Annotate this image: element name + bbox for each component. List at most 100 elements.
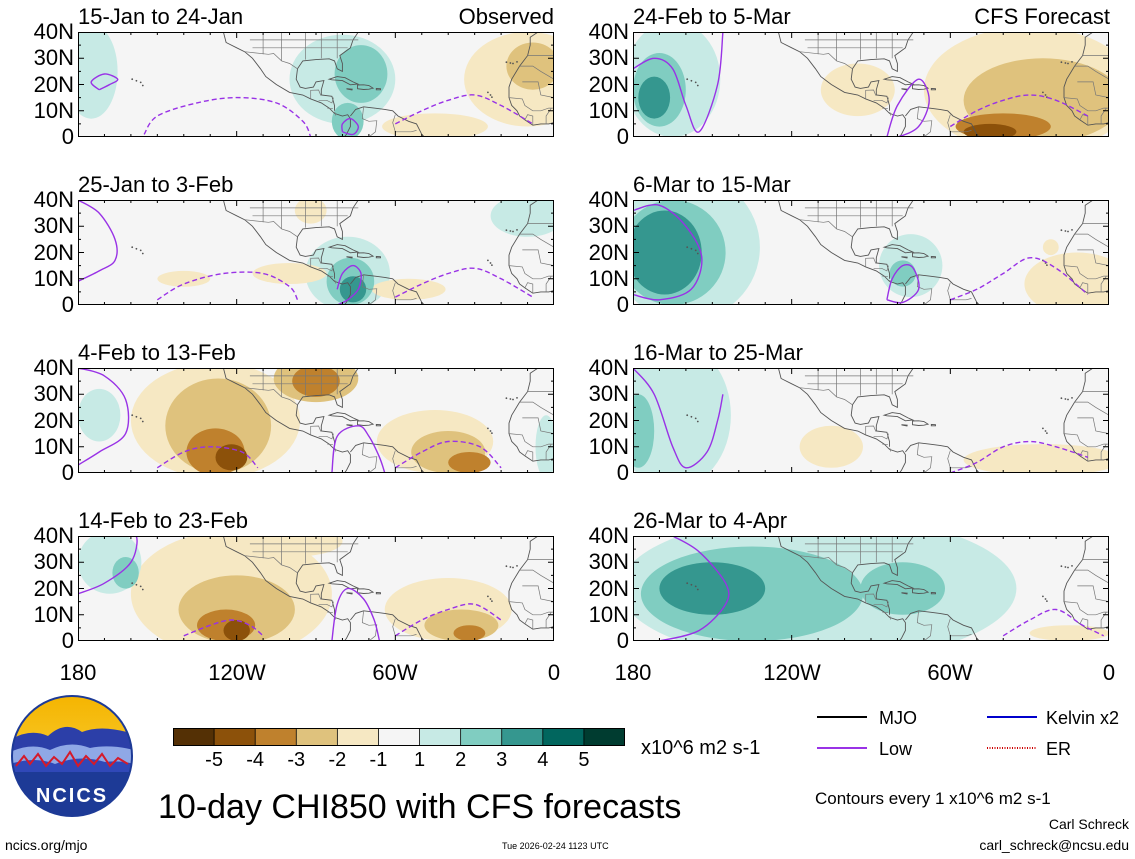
y-tick-label: 40N — [588, 19, 629, 44]
colorbar-tick-label: 5 — [578, 749, 590, 771]
border — [916, 106, 933, 137]
y-tick-label: 10N — [588, 265, 629, 291]
y-tick-label: 30N — [33, 45, 74, 71]
island-dot — [686, 78, 689, 81]
border — [916, 442, 933, 473]
island-dot — [505, 61, 508, 64]
island-dot — [505, 565, 508, 568]
border — [327, 611, 333, 614]
border — [865, 593, 877, 603]
border — [799, 51, 853, 70]
y-tick-label: 0 — [616, 628, 629, 653]
plot-area — [633, 536, 1109, 641]
island-dot — [135, 415, 138, 418]
border — [865, 425, 877, 435]
low-contour — [143, 96, 312, 137]
shading-blob — [294, 200, 327, 224]
border — [1074, 233, 1109, 248]
y-tick-label: 20N — [588, 575, 629, 601]
border — [392, 450, 417, 469]
border — [508, 97, 554, 112]
coastline — [295, 68, 335, 111]
border — [524, 114, 534, 126]
island-dot — [1042, 427, 1044, 430]
low-contour — [950, 440, 1089, 473]
panel-svg — [633, 31, 1109, 138]
shading-blob — [490, 200, 554, 237]
panel-obs-3 — [78, 367, 554, 474]
y-tick-label: 10N — [33, 97, 74, 123]
border — [508, 433, 554, 448]
border — [865, 89, 877, 99]
coastline — [777, 536, 906, 641]
panel-svg — [78, 535, 554, 642]
panel-svg — [633, 535, 1109, 642]
coastline — [1063, 200, 1109, 294]
panel-svg — [78, 199, 554, 306]
island-dot — [131, 246, 134, 249]
coastline — [297, 200, 359, 241]
border — [889, 112, 891, 116]
shading-blob — [223, 620, 250, 641]
island-dot — [1060, 61, 1063, 64]
colorbar-tick-label: -5 — [205, 749, 223, 771]
footer-email[interactable]: carl_schreck@ncsu.edu — [979, 837, 1129, 853]
border — [327, 443, 333, 446]
colorbar-segment — [378, 727, 421, 747]
border — [799, 387, 853, 406]
colorbar-segment — [583, 727, 626, 747]
low-contour — [78, 536, 138, 595]
island-dot — [509, 62, 512, 64]
logo-text: NCICS — [36, 785, 108, 807]
y-tick-label: 10N — [33, 433, 74, 459]
coastline — [295, 236, 335, 279]
island-dot — [694, 249, 697, 252]
island — [930, 255, 936, 259]
border — [1063, 601, 1109, 616]
border — [882, 611, 888, 614]
island-dot — [505, 397, 508, 400]
island-dot — [1044, 598, 1047, 600]
y-tick-label: 30N — [33, 549, 74, 575]
low-contour — [78, 200, 118, 283]
low-contour — [90, 73, 119, 91]
island-dot — [696, 420, 699, 423]
coastline — [905, 106, 980, 137]
y-tick-label: 20N — [33, 407, 74, 433]
coastline — [852, 368, 914, 409]
colorbar-segment — [336, 727, 380, 747]
low-contour — [394, 603, 502, 637]
island — [346, 592, 353, 595]
colorbar-tick-label: 3 — [496, 749, 508, 771]
island-dot — [131, 78, 134, 81]
island — [375, 87, 381, 91]
coastline — [222, 200, 351, 305]
shading-blob — [215, 444, 248, 471]
panel-obs-1 — [78, 31, 554, 138]
coastline — [777, 368, 906, 473]
coastline — [850, 404, 890, 447]
legend-label-er: ER — [1046, 739, 1072, 759]
border — [882, 443, 888, 446]
low-contour — [633, 32, 724, 133]
panel-period-label: 24-Feb to 5-Mar — [633, 4, 791, 29]
island-dot — [1044, 430, 1047, 432]
colorbar-tick-label: -1 — [369, 749, 388, 771]
y-tick-label: 30N — [33, 381, 74, 407]
legend-label-kelvin: Kelvin x2 — [1046, 708, 1120, 728]
shading-blob — [889, 260, 916, 287]
border — [799, 555, 853, 574]
border — [244, 51, 298, 70]
border — [244, 555, 298, 574]
island-dot — [1044, 94, 1047, 96]
island-dot — [696, 84, 699, 87]
plot-area — [78, 200, 554, 305]
colorbar-tick-label: 4 — [537, 749, 549, 771]
shading-blob — [382, 113, 488, 137]
low-contour — [633, 368, 724, 469]
footer-url[interactable]: ncics.org/mjo — [5, 837, 88, 853]
panel-svg — [633, 199, 1109, 306]
border — [519, 569, 554, 584]
island-dot — [694, 585, 697, 588]
island-dot — [516, 565, 518, 567]
